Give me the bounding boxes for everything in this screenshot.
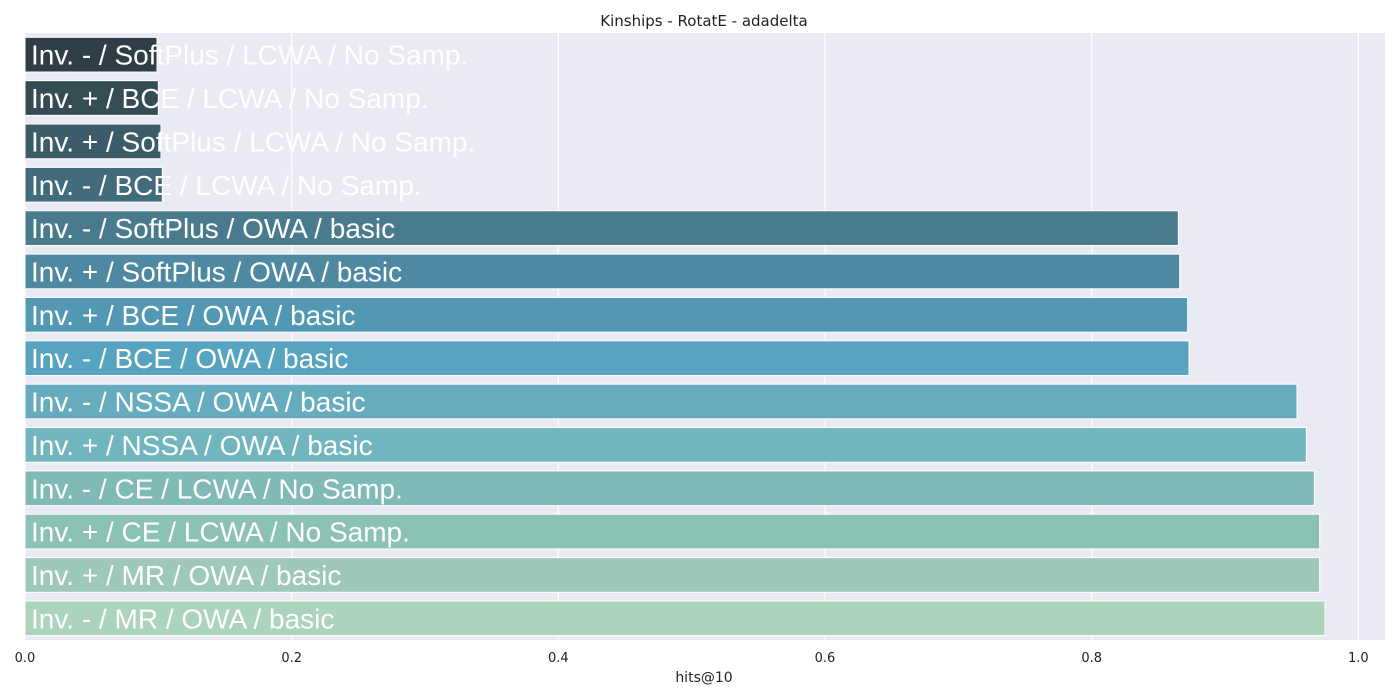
x-tick-label: 0.0 <box>15 651 36 666</box>
bar <box>24 383 1298 420</box>
bar <box>24 340 1190 377</box>
bar <box>24 210 1179 246</box>
bar <box>24 427 1307 463</box>
bar-label: Inv. + / BCE / OWA / basic <box>31 300 355 331</box>
bar-label: Inv. - / CE / LCWA / No Samp. <box>31 473 403 504</box>
bar-label: Inv. - / BCE / LCWA / No Samp. <box>31 170 422 201</box>
bar <box>24 296 1189 333</box>
bar-label: Inv. + / BCE / LCWA / No Samp. <box>31 83 429 114</box>
bar <box>24 557 1321 593</box>
bar <box>24 80 159 116</box>
bar-label: Inv. + / NSSA / OWA / basic <box>31 430 373 461</box>
x-tick-label: 0.6 <box>815 651 836 666</box>
bar <box>24 166 163 203</box>
bar <box>24 36 158 73</box>
bar <box>24 253 1181 290</box>
bar-label: Inv. + / SoftPlus / OWA / basic <box>31 256 402 287</box>
bar-label: Inv. - / MR / OWA / basic <box>31 603 334 634</box>
x-tick-label: 0.4 <box>548 651 569 666</box>
x-tick-label: 1.0 <box>1348 651 1369 666</box>
bar-label: Inv. - / BCE / OWA / basic <box>31 343 348 374</box>
bar <box>24 470 1315 507</box>
bar-label: Inv. - / SoftPlus / LCWA / No Samp. <box>31 40 468 71</box>
x-axis-label: hits@10 <box>675 670 732 686</box>
bar-label: Inv. + / MR / OWA / basic <box>31 560 341 591</box>
bar-label: Inv. + / CE / LCWA / No Samp. <box>31 517 410 548</box>
bar <box>24 123 162 160</box>
bar <box>24 600 1326 637</box>
bar-label: Inv. - / NSSA / OWA / basic <box>31 387 366 418</box>
bar-label: Inv. - / SoftPlus / OWA / basic <box>31 213 395 244</box>
chart-title: Kinships - RotatE - adadelta <box>600 12 808 30</box>
bars <box>24 36 1326 637</box>
bar-labels: Inv. - / SoftPlus / LCWA / No Samp. Inv. … <box>31 40 475 635</box>
bar <box>24 513 1321 550</box>
x-tick-label: 0.2 <box>281 651 302 666</box>
x-tick-label: 0.8 <box>1081 651 1102 666</box>
x-axis-ticks: 0.0 0.2 0.4 0.6 0.8 1.0 <box>15 651 1369 666</box>
bar-label: Inv. + / SoftPlus / LCWA / No Samp. <box>31 126 475 157</box>
